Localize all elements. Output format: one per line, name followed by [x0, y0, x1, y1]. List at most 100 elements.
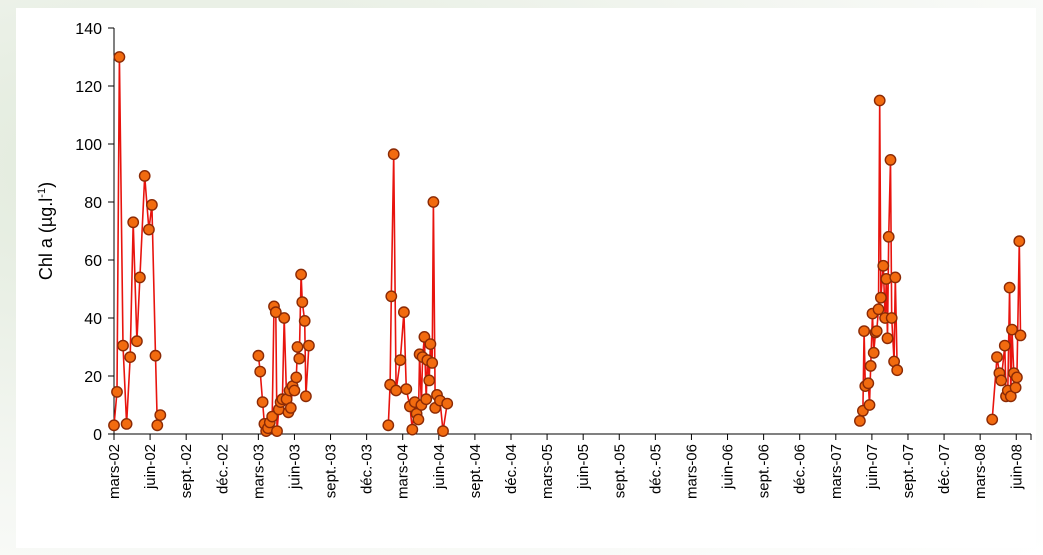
data-point: [995, 374, 1008, 387]
data-point: [877, 259, 890, 272]
data-point: [420, 393, 433, 406]
data-point: [302, 339, 315, 352]
data-point: [412, 413, 425, 426]
data-point: [299, 390, 312, 403]
x-tick-label: mars-02: [106, 444, 123, 499]
x-tick-label: sept.-06: [756, 444, 773, 498]
data-point: [872, 303, 885, 316]
data-point: [291, 341, 304, 353]
data-point: [400, 383, 413, 395]
data-point: [149, 349, 162, 362]
data-point: [284, 401, 297, 414]
data-point: [889, 271, 902, 284]
x-tick-label: juin-05: [575, 444, 592, 490]
y-axis-label: Chl a (µg.l-1): [36, 182, 56, 280]
data-point: [113, 51, 126, 63]
x-tick-label: juin-04: [431, 444, 448, 490]
data-point: [256, 396, 269, 408]
x-tick-label: sept.-04: [467, 444, 484, 498]
x-tick-label: sept.-07: [900, 444, 917, 498]
data-point: [986, 413, 999, 426]
data-point: [882, 230, 895, 243]
data-point: [406, 423, 419, 436]
data-point: [858, 325, 870, 337]
data-point: [881, 332, 894, 345]
x-tick-label: juin-07: [864, 444, 881, 490]
data-point: [884, 153, 897, 166]
x-tick-label: juin-06: [720, 444, 737, 490]
data-point: [133, 271, 146, 284]
y-tick-label: 140: [75, 21, 102, 38]
tick-group: 0 20 40 60 80 100 120 140 mars-02 juin-02 sept.-02…: [75, 21, 1032, 499]
x-tick-label: mars-06: [683, 444, 700, 499]
series-line: [387, 154, 448, 432]
data-point: [423, 374, 436, 387]
data-point: [151, 419, 164, 432]
data-point: [108, 419, 120, 432]
x-tick-label: juin-02: [142, 444, 159, 490]
data-point: [867, 346, 880, 359]
data-point: [864, 359, 877, 372]
data-point: [437, 425, 449, 437]
data-point: [254, 365, 267, 378]
data-point: [1003, 281, 1016, 294]
data-point: [863, 399, 876, 411]
y-tick-label: 60: [84, 253, 102, 270]
x-tick-label: sept.-05: [611, 444, 628, 498]
data-point: [397, 306, 410, 319]
data-point: [145, 198, 158, 211]
data-point: [266, 410, 279, 423]
x-tick-label: mars-05: [539, 444, 556, 499]
chlorophyll-series: [108, 51, 1027, 437]
y-tick-label: 20: [84, 369, 102, 386]
data-point: [991, 351, 1003, 363]
data-point: [873, 94, 886, 107]
x-tick-label: déc.-05: [647, 444, 664, 494]
data-point: [870, 325, 883, 337]
data-point: [117, 339, 129, 352]
x-tick-label: juin-08: [1008, 444, 1025, 490]
data-point: [111, 385, 123, 398]
data-point: [142, 223, 155, 236]
data-point: [875, 291, 887, 304]
x-tick-label: mars-07: [828, 444, 845, 499]
data-point: [138, 169, 151, 182]
data-point: [426, 356, 439, 369]
data-point: [130, 335, 143, 348]
x-tick-label: sept.-02: [178, 444, 195, 498]
data-point: [298, 314, 311, 327]
x-tick-label: déc.-03: [359, 444, 376, 494]
x-tick-label: déc.-04: [503, 444, 520, 494]
data-point: [1009, 381, 1022, 394]
data-point: [293, 352, 306, 365]
data-point: [120, 417, 133, 430]
data-point: [394, 354, 407, 366]
data-point: [127, 216, 140, 229]
data-point: [288, 384, 301, 397]
data-point: [862, 377, 875, 390]
data-point: [390, 384, 402, 397]
data-point: [1011, 371, 1023, 384]
series-line: [113, 56, 162, 426]
data-point: [885, 312, 898, 324]
data-point: [998, 339, 1011, 352]
x-tick-label: juin-03: [286, 444, 303, 490]
data-point: [1004, 390, 1017, 403]
data-point: [424, 338, 437, 350]
y-tick-label: 120: [75, 79, 102, 96]
y-tick-label: 100: [75, 137, 102, 154]
series-line: [859, 100, 898, 422]
data-point: [124, 351, 137, 363]
data-point: [278, 312, 291, 324]
data-point: [269, 306, 282, 319]
y-tick-label: 80: [84, 195, 102, 212]
data-point: [295, 268, 307, 281]
data-point: [427, 196, 440, 208]
data-point: [1006, 323, 1018, 336]
data-point: [382, 419, 395, 432]
data-point: [441, 397, 454, 410]
x-tick-label: mars-04: [395, 444, 412, 499]
data-point: [854, 414, 866, 427]
y-tick-label: 40: [84, 311, 102, 328]
